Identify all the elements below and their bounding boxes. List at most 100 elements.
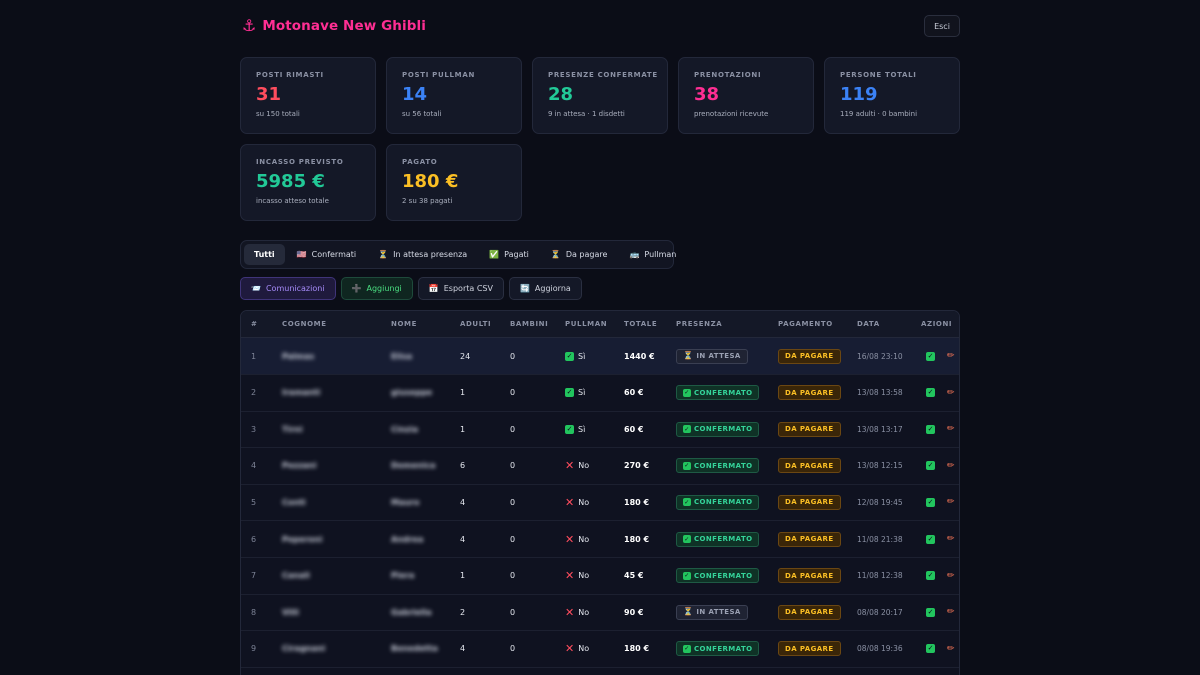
name-cell: Piera bbox=[391, 571, 415, 581]
edit-icon[interactable]: ✏ bbox=[947, 607, 955, 618]
tab-tutti[interactable]: Tutti bbox=[244, 244, 285, 265]
export-csv-button[interactable]: 📅 Esporta CSV bbox=[417, 277, 504, 300]
row-number: 1 bbox=[251, 351, 257, 361]
tab-confermati[interactable]: 🇺🇸 Confermati bbox=[287, 244, 366, 265]
mark-paid-icon[interactable]: ✓ bbox=[926, 497, 935, 507]
payment-cell: DA PAGARE bbox=[778, 338, 841, 374]
presence-cell: ⏳ IN ATTESA bbox=[676, 594, 748, 630]
stat-card: INCASSO PREVISTO 5985 € incasso atteso tot… bbox=[240, 144, 376, 221]
mark-paid-icon[interactable]: ✓ bbox=[926, 351, 935, 361]
table-row[interactable]: 6 Peperoni Andrea 4 0 ✕ No 180 € ✓ CONFERMATO DA P… bbox=[241, 521, 959, 558]
payment-badge: DA PAGARE bbox=[778, 421, 841, 437]
tab-label: Da pagare bbox=[565, 250, 608, 259]
add-button[interactable]: ➕ Aggiungi bbox=[340, 277, 413, 300]
children-cell: 0 bbox=[510, 534, 516, 544]
stat-subtext: prenotazioni ricevute bbox=[694, 110, 769, 118]
cross-icon: ✕ bbox=[565, 459, 575, 473]
mark-paid-icon[interactable]: ✓ bbox=[926, 461, 935, 471]
refresh-button[interactable]: 🔄 Aggiorna bbox=[508, 277, 582, 300]
adults-cell: 24 bbox=[460, 351, 471, 361]
table-row[interactable]: 1 Palmas Elisa 24 0 ✓ Sì 1440 € ⏳ IN ATTESA DA PAG… bbox=[241, 338, 959, 375]
name-cell: Cinzia bbox=[391, 424, 419, 434]
stat-label: INCASSO PREVISTO bbox=[256, 158, 344, 166]
tab-da-pagare[interactable]: ⏳ Da pagare bbox=[541, 244, 618, 265]
tab-pagati[interactable]: ✅ Pagati bbox=[479, 244, 539, 265]
bus-value: Sì bbox=[578, 351, 586, 361]
logout-button[interactable]: Esci bbox=[924, 15, 960, 37]
row-actions: ✓ ✏ bbox=[926, 631, 955, 667]
presence-cell: ✓ CONFERMATO bbox=[676, 484, 760, 520]
table-row[interactable]: 4 Pezzani Domenica 6 0 ✕ No 270 € ✓ CONFERMATO DA … bbox=[241, 448, 959, 485]
column-header: ADULTI bbox=[460, 320, 492, 328]
payment-badge: DA PAGARE bbox=[778, 568, 841, 584]
children-cell: 0 bbox=[510, 388, 516, 398]
table-row[interactable]: 5 Conti Mauro 4 0 ✕ No 180 € ✓ CONFERMATO DA PAGAR… bbox=[241, 484, 959, 522]
name-cell: Domenica bbox=[391, 461, 436, 471]
table-row[interactable]: 3 Tirni Cinzia 1 0 ✓ Sì 60 € ✓ CONFERMATO DA PAGAR… bbox=[241, 411, 959, 449]
row-number: 4 bbox=[251, 461, 257, 471]
presence-badge: ✓ CONFERMATO bbox=[676, 568, 760, 584]
table-row[interactable]: 9 Ciragnani Benedetta 4 0 ✕ No 180 € ✓ CONFERMATO… bbox=[241, 631, 959, 668]
brand: ⚓ Motonave New Ghibli bbox=[242, 18, 426, 35]
mark-paid-icon[interactable]: ✓ bbox=[926, 388, 935, 398]
date-cell: 08/08 19:36 bbox=[857, 644, 903, 654]
presence-badge: ⏳ IN ATTESA bbox=[676, 348, 748, 364]
bus-cell: ✕ No bbox=[565, 521, 589, 557]
adults-cell: 6 bbox=[460, 461, 466, 471]
payment-badge: DA PAGARE bbox=[778, 641, 841, 657]
name-cell: Andrea bbox=[391, 534, 424, 544]
mark-paid-icon[interactable]: ✓ bbox=[926, 644, 935, 654]
presence-badge: ✓ CONFERMATO bbox=[676, 385, 760, 401]
check-icon: ✓ bbox=[683, 461, 691, 470]
surname-cell: Conti bbox=[282, 497, 306, 507]
stat-card: PERSONE TOTALI 119 119 adulti · 0 bambini bbox=[824, 57, 960, 134]
row-actions: ✓ ✏ bbox=[926, 594, 955, 630]
mark-paid-icon[interactable]: ✓ bbox=[926, 607, 935, 617]
payment-cell: DA PAGARE bbox=[778, 594, 841, 630]
row-number: 2 bbox=[251, 388, 257, 398]
date-cell: 16/08 23:10 bbox=[857, 351, 903, 361]
row-actions: ✓ ✏ bbox=[926, 484, 955, 520]
children-cell: 0 bbox=[510, 497, 516, 507]
edit-icon[interactable]: ✏ bbox=[947, 534, 955, 544]
row-actions: ✓ ✏ bbox=[926, 448, 955, 484]
stat-subtext: 2 su 38 pagati bbox=[402, 197, 453, 205]
row-actions: ✓ ✏ bbox=[926, 558, 955, 594]
adults-cell: 2 bbox=[460, 607, 466, 617]
total-cell: 60 € bbox=[624, 424, 644, 434]
action-bar: 📨 Comunicazioni ➕ Aggiungi 📅 Esporta CSV 🔄 Aggi… bbox=[240, 277, 582, 300]
edit-icon[interactable]: ✏ bbox=[947, 387, 955, 398]
payment-badge: DA PAGARE bbox=[778, 385, 841, 401]
presence-cell: ✓ CONFERMATO bbox=[676, 448, 760, 484]
table-row[interactable]: 2 Iramanti giuseppe 1 0 ✓ Sì 60 € ✓ CONFERMATO DA … bbox=[241, 375, 959, 412]
cross-icon: ✕ bbox=[565, 495, 575, 509]
cross-icon: ✕ bbox=[565, 642, 575, 656]
check-icon: ✓ bbox=[683, 644, 691, 653]
edit-icon[interactable]: ✏ bbox=[947, 424, 955, 435]
table-row[interactable]: 7 Canali Piera 1 0 ✕ No 45 € ✓ CONFERMATO DA PAGAR… bbox=[241, 558, 959, 595]
filter-icon: ⏳ bbox=[550, 249, 561, 259]
stat-card: POSTI RIMASTI 31 su 150 totali bbox=[240, 57, 376, 134]
edit-icon[interactable]: ✏ bbox=[947, 643, 955, 654]
edit-icon[interactable]: ✏ bbox=[947, 460, 955, 471]
presence-label: CONFERMATO bbox=[694, 498, 753, 507]
name-cell: Gabriella bbox=[391, 607, 432, 617]
tab-pullman[interactable]: 🚌 Pullman bbox=[619, 244, 686, 265]
mark-paid-icon[interactable]: ✓ bbox=[926, 534, 935, 544]
bus-cell: ✕ No bbox=[565, 448, 589, 484]
edit-icon[interactable]: ✏ bbox=[947, 351, 955, 361]
stat-subtext: su 150 totali bbox=[256, 110, 300, 118]
edit-icon[interactable]: ✏ bbox=[947, 497, 955, 508]
filter-icon: 🇺🇸 bbox=[296, 249, 307, 259]
table-row[interactable]: 8 Villi Gabriella 2 0 ✕ No 90 € ⏳ IN ATTESA DA PAG… bbox=[241, 594, 959, 632]
mark-paid-icon[interactable]: ✓ bbox=[926, 424, 935, 434]
column-header: NOME bbox=[391, 320, 417, 328]
mark-paid-icon[interactable]: ✓ bbox=[926, 571, 935, 581]
tab-in-attesa-presenza[interactable]: ⏳ In attesa presenza bbox=[368, 244, 477, 265]
presence-label: IN ATTESA bbox=[696, 608, 741, 617]
presence-cell: ⏳ IN ATTESA bbox=[676, 338, 748, 374]
edit-icon[interactable]: ✏ bbox=[947, 570, 955, 581]
stat-value: 14 bbox=[402, 84, 428, 105]
communications-button[interactable]: 📨 Comunicazioni bbox=[240, 277, 336, 300]
presence-label: IN ATTESA bbox=[696, 352, 741, 360]
